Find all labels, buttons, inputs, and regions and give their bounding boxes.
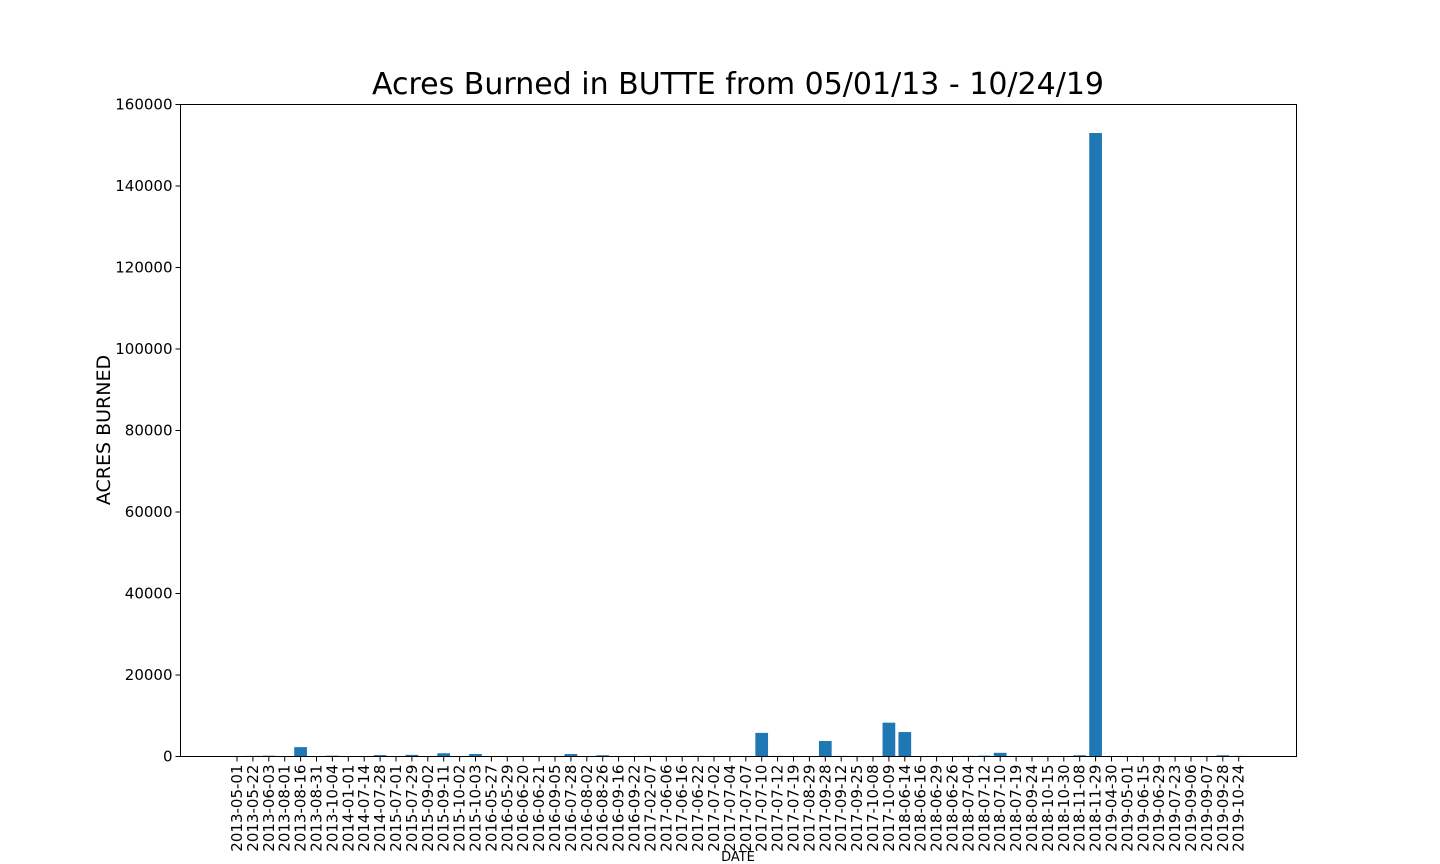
x-tick-label: 2017-07-12 bbox=[769, 765, 787, 852]
x-tick-label: 2013-08-16 bbox=[292, 765, 310, 852]
x-tick-label: 2019-10-24 bbox=[1230, 765, 1248, 852]
x-tick-label: 2019-06-15 bbox=[1134, 765, 1152, 852]
x-tick-label: 2013-06-03 bbox=[260, 765, 278, 852]
bar bbox=[294, 747, 307, 757]
x-tick-label: 2014-07-28 bbox=[371, 765, 389, 852]
x-tick-label: 2019-04-30 bbox=[1103, 765, 1121, 852]
x-tick-label: 2017-10-09 bbox=[880, 765, 898, 852]
x-tick-label: 2015-10-03 bbox=[467, 765, 485, 852]
x-tick-label: 2019-07-23 bbox=[1166, 765, 1184, 852]
x-tick-label: 2017-07-19 bbox=[785, 765, 803, 852]
plot-frame bbox=[180, 104, 1297, 757]
x-tick-label: 2016-08-26 bbox=[594, 765, 612, 852]
bar bbox=[818, 741, 832, 757]
x-tick-label: 2017-06-16 bbox=[673, 765, 691, 852]
bar bbox=[755, 732, 769, 757]
x-tick-label: 2015-09-02 bbox=[419, 765, 437, 852]
x-tick-label: 2016-05-29 bbox=[498, 765, 516, 852]
bar bbox=[437, 753, 451, 757]
x-tick-label: 2016-09-05 bbox=[546, 765, 564, 852]
bar bbox=[405, 754, 419, 757]
x-axis: 2013-05-012013-05-222013-06-032013-08-01… bbox=[228, 756, 1248, 852]
x-tick-label: 2019-09-07 bbox=[1198, 765, 1216, 852]
x-tick-label: 2018-06-14 bbox=[896, 765, 914, 852]
x-tick-label: 2017-07-07 bbox=[737, 765, 755, 852]
x-tick-label: 2015-07-01 bbox=[387, 765, 405, 852]
x-tick-label: 2013-08-31 bbox=[308, 765, 326, 852]
x-tick-label: 2018-06-26 bbox=[944, 765, 962, 852]
x-tick-label: 2015-09-11 bbox=[435, 765, 453, 852]
x-tick-label: 2019-09-28 bbox=[1214, 765, 1232, 852]
x-tick-label: 2013-05-01 bbox=[228, 765, 246, 852]
x-tick-label: 2019-06-29 bbox=[1150, 765, 1168, 852]
x-tick-label: 2016-09-22 bbox=[626, 765, 644, 852]
y-tick-label: 20000 bbox=[125, 666, 173, 684]
x-tick-label: 2013-05-22 bbox=[244, 765, 262, 852]
x-tick-label: 2013-08-01 bbox=[276, 765, 294, 852]
x-tick-label: 2018-07-10 bbox=[991, 764, 1009, 851]
bar bbox=[469, 754, 482, 757]
x-tick-label: 2019-05-01 bbox=[1118, 765, 1136, 852]
chart-title: Acres Burned in BUTTE from 05/01/13 - 10… bbox=[372, 67, 1104, 102]
x-tick-label: 2013-10-04 bbox=[323, 765, 341, 852]
x-tick-label: 2015-07-29 bbox=[403, 765, 421, 852]
x-tick-label: 2016-07-28 bbox=[562, 765, 580, 852]
x-tick-label: 2014-01-01 bbox=[339, 765, 357, 852]
x-axis-label: DATE bbox=[721, 850, 755, 864]
bar bbox=[1089, 133, 1102, 757]
y-tick-label: 120000 bbox=[115, 259, 172, 277]
x-tick-label: 2018-11-29 bbox=[1087, 765, 1105, 852]
bar bbox=[882, 722, 896, 757]
x-tick-label: 2016-06-20 bbox=[514, 765, 532, 852]
x-tick-label: 2017-02-07 bbox=[641, 765, 659, 852]
x-tick-label: 2018-10-30 bbox=[1055, 765, 1073, 852]
x-tick-label: 2017-06-06 bbox=[657, 765, 675, 852]
x-tick-label: 2017-08-29 bbox=[800, 765, 818, 852]
x-tick-label: 2018-11-08 bbox=[1071, 765, 1089, 852]
y-tick-label: 60000 bbox=[125, 503, 173, 521]
bar bbox=[1216, 755, 1230, 757]
x-tick-label: 2017-10-08 bbox=[864, 765, 882, 852]
x-tick-label: 2018-09-24 bbox=[1023, 765, 1041, 852]
x-tick-label: 2017-09-25 bbox=[848, 765, 866, 852]
x-tick-label: 2018-06-29 bbox=[928, 765, 946, 852]
bars-group bbox=[246, 133, 1246, 757]
x-tick-label: 2017-09-12 bbox=[832, 765, 850, 852]
x-tick-label: 2018-10-15 bbox=[1039, 765, 1057, 852]
y-axis-label: ACRES BURNED bbox=[93, 355, 115, 505]
x-tick-label: 2017-07-02 bbox=[705, 765, 723, 852]
x-tick-label: 2015-10-02 bbox=[451, 765, 469, 852]
y-axis: 0 20000 40000 60000 80000 100000 120000 140000 1… bbox=[115, 96, 181, 766]
y-tick-label: 80000 bbox=[125, 422, 173, 440]
bar bbox=[993, 752, 1007, 757]
y-tick-label: 100000 bbox=[115, 340, 172, 358]
x-tick-label: 2017-07-04 bbox=[721, 765, 739, 852]
y-tick-label: 140000 bbox=[115, 177, 172, 195]
x-tick-label: 2017-07-10 bbox=[753, 765, 771, 852]
bar bbox=[596, 755, 610, 757]
x-tick-label: 2019-09-06 bbox=[1182, 765, 1200, 852]
x-tick-label: 2018-07-19 bbox=[1007, 765, 1025, 852]
bar bbox=[373, 755, 387, 757]
bar bbox=[898, 732, 912, 757]
y-tick-label: 160000 bbox=[115, 96, 172, 114]
bar bbox=[564, 754, 578, 757]
x-tick-label: 2018-07-12 bbox=[975, 765, 993, 852]
x-tick-label: 2016-05-27 bbox=[482, 765, 500, 852]
x-tick-label: 2018-07-04 bbox=[959, 765, 977, 852]
x-tick-label: 2016-09-16 bbox=[610, 765, 628, 852]
bar bbox=[1073, 755, 1087, 757]
x-tick-label: 2018-06-16 bbox=[912, 765, 930, 852]
x-tick-label: 2016-08-02 bbox=[578, 765, 596, 852]
x-tick-label: 2014-07-14 bbox=[355, 765, 373, 852]
y-tick-label: 40000 bbox=[125, 585, 173, 603]
x-tick-label: 2016-06-21 bbox=[530, 765, 548, 852]
x-tick-label: 2017-06-22 bbox=[689, 765, 707, 852]
x-tick-label: 2017-09-28 bbox=[816, 765, 834, 852]
y-tick-label: 0 bbox=[163, 748, 173, 766]
